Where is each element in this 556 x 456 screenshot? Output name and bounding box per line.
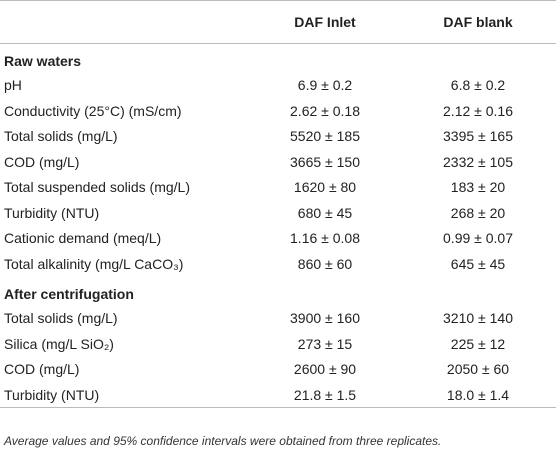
table-row: Cationic demand (meq/L) 1.16 ± 0.08 0.99 ±… bbox=[0, 226, 556, 252]
row-label: Total solids (mg/L) bbox=[4, 310, 118, 327]
cell-value: 6.8 ± 0.2 bbox=[450, 77, 506, 94]
row-label: Silica (mg/L SiO₂) bbox=[4, 335, 114, 352]
table-row: pH 6.9 ± 0.2 6.8 ± 0.2 bbox=[0, 73, 556, 99]
cell-value: 268 ± 20 bbox=[450, 204, 506, 221]
cell-value: 18.0 ± 1.4 bbox=[446, 386, 510, 403]
cell-value: 1.16 ± 0.08 bbox=[290, 230, 360, 247]
section-row: After centrifugation bbox=[0, 277, 556, 306]
column-header: DAF blank bbox=[443, 14, 513, 30]
cell-value: 21.8 ± 1.5 bbox=[293, 386, 357, 403]
section-title: Raw waters bbox=[4, 53, 82, 70]
cell-value: 1620 ± 80 bbox=[293, 179, 357, 196]
column-header: DAF Inlet bbox=[294, 14, 356, 30]
cell-value: 2600 ± 90 bbox=[293, 361, 357, 378]
table-row: Silica (mg/L SiO₂) 273 ± 15 225 ± 12 bbox=[0, 331, 556, 357]
row-label: Cationic demand (meq/L) bbox=[4, 230, 162, 247]
cell-value: 273 ± 15 bbox=[297, 335, 353, 352]
table-row: Turbidity (NTU) 21.8 ± 1.5 18.0 ± 1.4 bbox=[0, 382, 556, 408]
cell-value: 645 ± 45 bbox=[450, 255, 506, 272]
cell-value: 3900 ± 160 bbox=[290, 310, 360, 327]
cell-value: 225 ± 12 bbox=[450, 335, 506, 352]
table-row: Total suspended solids (mg/L) 1620 ± 80 18… bbox=[0, 175, 556, 201]
row-label: Turbidity (NTU) bbox=[4, 204, 100, 221]
cell-value: 2.62 ± 0.18 bbox=[290, 102, 360, 119]
cell-value: 0.99 ± 0.07 bbox=[443, 230, 513, 247]
header-row: DAF Inlet DAF blank bbox=[0, 0, 556, 44]
cell-value: 680 ± 45 bbox=[297, 204, 353, 221]
cell-value: 3395 ± 165 bbox=[443, 128, 513, 145]
table-row: Total solids (mg/L) 5520 ± 185 3395 ± 165 bbox=[0, 124, 556, 150]
cell-value: 183 ± 20 bbox=[450, 179, 506, 196]
row-label: Conductivity (25°C) (mS/cm) bbox=[4, 102, 182, 119]
section-title: After centrifugation bbox=[4, 286, 134, 302]
table-row: Turbidity (NTU) 680 ± 45 268 ± 20 bbox=[0, 200, 556, 226]
cell-value: 860 ± 60 bbox=[297, 255, 353, 272]
table-row: Total alkalinity (mg/L CaCO₃) 860 ± 60 645… bbox=[0, 251, 556, 277]
row-label: pH bbox=[4, 77, 22, 94]
row-label: COD (mg/L) bbox=[4, 153, 80, 170]
row-label: Total alkalinity (mg/L CaCO₃) bbox=[4, 255, 184, 272]
data-table: DAF Inlet DAF blank Raw waters pH 6.9 ± 0.… bbox=[0, 0, 556, 408]
cell-value: 2.12 ± 0.16 bbox=[443, 102, 513, 119]
cell-value: 3665 ± 150 bbox=[290, 153, 360, 170]
row-label: Turbidity (NTU) bbox=[4, 386, 100, 403]
row-label: COD (mg/L) bbox=[4, 361, 80, 378]
cell-value: 6.9 ± 0.2 bbox=[297, 77, 353, 94]
row-label: Total suspended solids (mg/L) bbox=[4, 179, 190, 196]
table-row: Conductivity (25°C) (mS/cm) 2.62 ± 0.18 2.… bbox=[0, 98, 556, 124]
header-blank bbox=[0, 1, 250, 44]
footnote: Average values and 95% confidence interv… bbox=[4, 434, 442, 448]
cell-value: 2332 ± 105 bbox=[443, 153, 513, 170]
table-row: Total solids (mg/L) 3900 ± 160 3210 ± 140 bbox=[0, 306, 556, 332]
row-label: Total solids (mg/L) bbox=[4, 128, 118, 145]
cell-value: 3210 ± 140 bbox=[443, 310, 513, 327]
cell-value: 2050 ± 60 bbox=[446, 361, 510, 378]
section-row: Raw waters bbox=[0, 44, 556, 73]
cell-value: 5520 ± 185 bbox=[290, 128, 360, 145]
table-row: COD (mg/L) 2600 ± 90 2050 ± 60 bbox=[0, 357, 556, 383]
table-row: COD (mg/L) 3665 ± 150 2332 ± 105 bbox=[0, 149, 556, 175]
table-body: Raw waters pH 6.9 ± 0.2 6.8 ± 0.2 Conductivi… bbox=[0, 44, 556, 408]
